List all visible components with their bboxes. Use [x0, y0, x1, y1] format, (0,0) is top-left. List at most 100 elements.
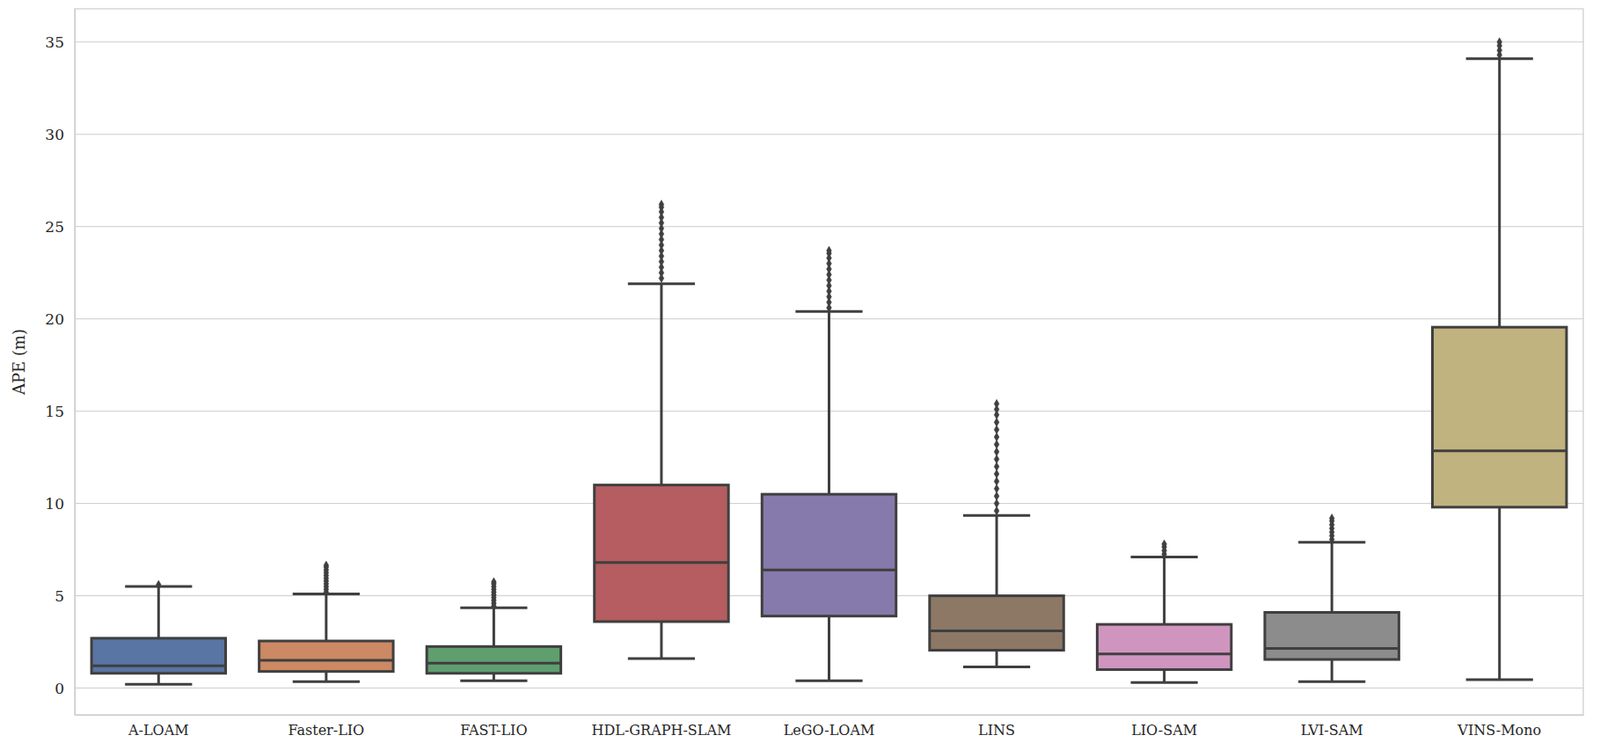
box-plot [761, 246, 896, 681]
median [1432, 449, 1567, 453]
x-axis: A-LOAM Faster-LIO FAST-LIO HDL-GRAPH-SLAM Le… [75, 715, 1585, 739]
x-tick: FAST-LIO [460, 715, 527, 739]
box-plot [594, 200, 729, 659]
cap-low [628, 657, 695, 660]
box-plot [929, 399, 1064, 667]
y-tick-label: 35 [44, 33, 65, 52]
box-plot [1264, 513, 1399, 682]
grid-line [74, 41, 1584, 43]
whisker-high [1497, 58, 1501, 328]
cap-low [963, 665, 1031, 669]
x-tick: LeGO-LOAM [783, 715, 876, 739]
x-tick-label: Faster-LIO [287, 722, 365, 739]
y-axis-title: APE (m) [9, 328, 29, 396]
outlier [323, 561, 329, 570]
chart: 0 5 10 15 20 25 30 35 A-LOAM Faster-LIO FAST-LIO HD… [0, 0, 1600, 750]
y-tick: 30 [44, 125, 75, 144]
x-tick-label: LIO-SAM [1131, 722, 1198, 739]
box [1264, 612, 1399, 660]
y-tick: 5 [54, 587, 75, 606]
x-tick: LVI-SAM [1300, 715, 1364, 739]
box [426, 646, 561, 673]
plot-area: 0 5 10 15 20 25 30 35 A-LOAM Faster-LIO FAST-LIO HD… [44, 8, 1584, 739]
grid-line [74, 133, 1584, 135]
whisker-low [1497, 507, 1501, 680]
y-tick-label: 5 [54, 587, 65, 606]
cap-low [1298, 680, 1366, 684]
x-tick-label: A-LOAM [127, 722, 190, 739]
whisker-high [1330, 542, 1334, 614]
box [929, 596, 1064, 651]
y-tick: 35 [44, 33, 75, 52]
whisker-high [492, 607, 496, 647]
x-tick: VINS-Mono [1456, 715, 1542, 739]
whisker-high [1162, 557, 1166, 626]
whisker-low [827, 616, 831, 681]
y-tick: 15 [44, 402, 75, 421]
box-plot [1096, 540, 1231, 683]
x-tick-label: HDL-GRAPH-SLAM [591, 722, 732, 739]
x-tick-label: LINS [978, 722, 1016, 739]
outlier [1497, 37, 1503, 47]
whisker-low [995, 650, 999, 668]
median [1264, 647, 1399, 651]
whisker-low [659, 621, 663, 659]
y-tick-label: 25 [44, 218, 65, 236]
grid [74, 42, 1584, 689]
median [594, 561, 729, 564]
outlier [1161, 540, 1168, 549]
outlier [658, 200, 665, 210]
box-plot [259, 561, 394, 682]
box-plot [91, 580, 226, 685]
cap-low [1131, 681, 1199, 685]
cap-low [292, 680, 360, 684]
outlier [993, 399, 1000, 409]
x-tick: A-LOAM [127, 715, 190, 739]
y-tick-label: 10 [44, 495, 65, 513]
box-plot [1432, 37, 1567, 680]
median [91, 664, 226, 668]
median [426, 662, 561, 665]
x-tick-label: LeGO-LOAM [783, 722, 876, 739]
y-axis: 0 5 10 15 20 25 30 35 [44, 9, 75, 716]
x-tick: LIO-SAM [1131, 715, 1198, 739]
x-tick-label: VINS-Mono [1456, 722, 1542, 739]
y-axis-line [74, 9, 76, 716]
whisker-high [995, 515, 999, 596]
median [1096, 652, 1231, 656]
whisker-high [659, 284, 663, 486]
cap-low [795, 679, 863, 683]
median [259, 659, 394, 663]
y-tick: 20 [44, 310, 75, 329]
y-tick: 25 [44, 218, 75, 236]
grid-line [74, 687, 1584, 689]
box [594, 485, 729, 622]
box [91, 638, 226, 674]
plot-frame [74, 8, 1584, 716]
x-tick: Faster-LIO [287, 715, 365, 739]
median [761, 569, 896, 572]
y-tick: 10 [44, 495, 75, 513]
outlier [1329, 513, 1335, 523]
x-tick: HDL-GRAPH-SLAM [591, 715, 732, 739]
y-tick-label: 0 [54, 679, 65, 697]
grid-line [74, 226, 1584, 227]
cap-low [124, 683, 192, 687]
whisker-high [157, 586, 161, 639]
x-tick-label: LVI-SAM [1300, 722, 1364, 739]
x-tick-label: FAST-LIO [460, 722, 527, 739]
whisker-high [324, 593, 328, 642]
y-tick: 0 [54, 679, 75, 697]
whisker-low [1162, 670, 1166, 684]
y-tick-label: 15 [44, 402, 65, 421]
median [929, 629, 1064, 633]
y-tick-label: 30 [44, 125, 65, 144]
box [761, 494, 896, 617]
cap-low [1466, 679, 1534, 682]
whisker-low [157, 673, 161, 686]
x-axis-line [75, 715, 1585, 716]
cap-low [460, 679, 527, 683]
whisker-high [827, 311, 831, 495]
x-tick: LINS [978, 715, 1016, 739]
outlier [155, 580, 161, 590]
